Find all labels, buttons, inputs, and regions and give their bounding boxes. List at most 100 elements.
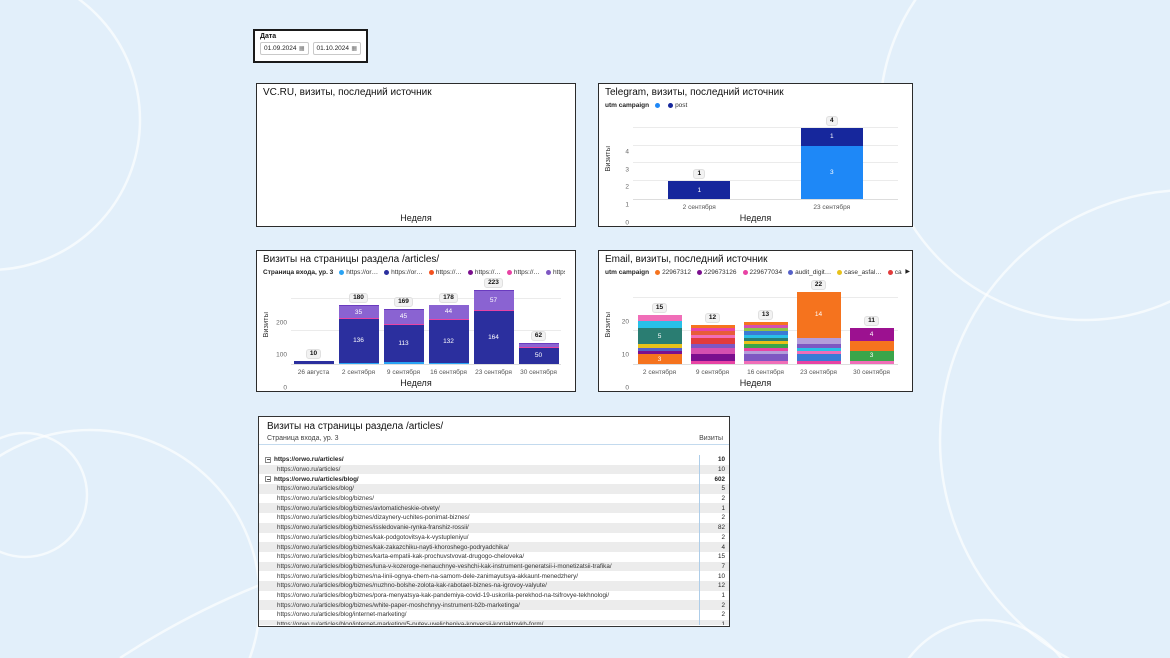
bar-segment[interactable]: 136 xyxy=(338,318,379,363)
bar-segment[interactable] xyxy=(383,324,424,326)
bar-segment[interactable]: 132 xyxy=(428,320,469,363)
bar-segment[interactable] xyxy=(428,319,469,321)
bar-segment[interactable] xyxy=(690,360,735,364)
legend-item[interactable]: audit_digit… xyxy=(788,269,831,276)
stacked-bar[interactable]: 45 113 xyxy=(383,308,424,364)
bar-segment[interactable] xyxy=(690,344,735,348)
bar-segment[interactable] xyxy=(743,360,788,364)
stacked-bar[interactable]: 57 164 xyxy=(473,290,514,364)
bar-segment[interactable] xyxy=(473,309,514,311)
stacked-bar[interactable] xyxy=(293,360,334,364)
bar-segment[interactable]: 4 xyxy=(849,327,894,342)
calendar-icon[interactable]: ▦ xyxy=(351,45,357,52)
bar-segment[interactable]: 3 xyxy=(849,350,894,361)
bar-segment[interactable]: 113 xyxy=(383,325,424,363)
stacked-bar[interactable]: 35 136 xyxy=(338,305,379,364)
table-row[interactable]: https://orwo.ru/articles/blog/internet-m… xyxy=(259,610,729,620)
table-row[interactable]: https://orwo.ru/articles/blog/biznes/whi… xyxy=(259,600,729,610)
bar-segment[interactable] xyxy=(383,362,424,364)
date-to-input[interactable]: 01.10.2024 ▦ xyxy=(312,42,361,55)
bar-segment[interactable] xyxy=(796,350,841,355)
bar-segment[interactable] xyxy=(518,343,559,345)
legend-item[interactable] xyxy=(655,102,662,108)
table-row[interactable]: https://orwo.ru/articles/blog/biznes/por… xyxy=(259,590,729,601)
bar-segment[interactable] xyxy=(743,321,788,325)
bar-segment[interactable] xyxy=(743,354,788,361)
legend-item[interactable]: https://or… xyxy=(384,269,423,276)
bar-segment[interactable] xyxy=(743,334,788,338)
legend-item[interactable]: 229677034 xyxy=(742,269,782,276)
bar-segment[interactable]: 3 xyxy=(800,145,863,199)
bar-segment[interactable] xyxy=(637,350,682,355)
table-row[interactable]: https://orwo.ru/articles/blog/602 xyxy=(259,474,729,485)
bar-segment[interactable] xyxy=(637,314,682,322)
legend-item[interactable]: 22967312 xyxy=(655,269,691,276)
legend-item[interactable]: case_asfal… xyxy=(837,269,882,276)
stacked-bar[interactable]: 1 xyxy=(668,181,731,199)
collapse-icon[interactable] xyxy=(265,456,271,463)
bar-segment[interactable] xyxy=(637,347,682,351)
legend-item[interactable]: 229673126 xyxy=(696,269,737,276)
table-row[interactable]: https://orwo.ru/articles/blog/biznes/na-… xyxy=(259,571,729,581)
bar-segment[interactable] xyxy=(796,360,841,364)
bar-segment[interactable] xyxy=(518,344,559,347)
bar-segment[interactable]: 57 xyxy=(473,291,514,310)
stacked-bar[interactable] xyxy=(690,324,735,364)
bar-segment[interactable]: 3 xyxy=(637,354,682,364)
legend-item[interactable]: post xyxy=(668,102,687,109)
bar-segment[interactable] xyxy=(690,354,735,361)
bar-segment[interactable] xyxy=(473,290,514,292)
date-from-input[interactable]: 01.09.2024 ▦ xyxy=(260,42,309,55)
bar-segment[interactable] xyxy=(690,347,735,355)
bar-segment[interactable] xyxy=(690,324,735,329)
bar-segment[interactable]: 14 xyxy=(796,291,841,338)
bar-segment[interactable] xyxy=(690,334,735,338)
bar-segment[interactable]: 45 xyxy=(383,309,424,325)
calendar-icon[interactable]: ▦ xyxy=(298,45,305,52)
table-row[interactable]: https://orwo.ru/articles/10 xyxy=(259,464,729,475)
legend-item[interactable]: https://… xyxy=(506,269,540,276)
bar-segment[interactable] xyxy=(690,331,735,335)
legend-item[interactable]: https://… xyxy=(545,269,565,276)
table-row[interactable]: https://orwo.ru/articles/10 xyxy=(259,455,729,465)
bar-segment[interactable] xyxy=(743,337,788,342)
table-row[interactable]: https://orwo.ru/articles/blog/biznes/avt… xyxy=(259,503,729,514)
bar-segment[interactable] xyxy=(796,347,841,351)
bar-segment[interactable]: 164 xyxy=(473,310,514,364)
table-row[interactable]: https://orwo.ru/articles/blog/biznes/2 xyxy=(259,493,729,504)
bar-segment[interactable]: 35 xyxy=(338,306,379,318)
bar-segment[interactable]: 50 xyxy=(518,347,559,364)
bar-segment[interactable] xyxy=(796,337,841,345)
bar-segment[interactable] xyxy=(743,331,788,335)
bar-segment[interactable] xyxy=(690,337,735,345)
bar-segment[interactable]: 44 xyxy=(428,304,469,320)
table-row[interactable]: https://orwo.ru/articles/blog/5 xyxy=(259,484,729,494)
bar-segment[interactable] xyxy=(796,344,841,348)
bar-segment[interactable] xyxy=(293,360,334,364)
table-row[interactable]: https://orwo.ru/articles/blog/biznes/kak… xyxy=(259,542,729,552)
bar-segment[interactable] xyxy=(338,317,379,319)
table-row[interactable]: https://orwo.ru/articles/blog/biznes/kak… xyxy=(259,532,729,543)
table-row[interactable]: https://orwo.ru/articles/blog/biznes/lun… xyxy=(259,561,729,572)
legend-item[interactable]: https://… xyxy=(428,269,462,276)
bar-segment[interactable] xyxy=(383,308,424,310)
bar-segment[interactable]: 5 xyxy=(637,327,682,345)
bar-segment[interactable] xyxy=(796,354,841,361)
bar-segment[interactable] xyxy=(849,341,894,351)
bar-segment[interactable] xyxy=(743,344,788,348)
bar-segment[interactable] xyxy=(743,328,788,332)
bar-segment[interactable] xyxy=(428,363,469,364)
bar-segment[interactable] xyxy=(518,346,559,348)
bar-segment[interactable]: 1 xyxy=(800,127,863,146)
legend-item[interactable]: https://… xyxy=(467,269,501,276)
bar-segment[interactable]: 1 xyxy=(668,181,731,199)
stacked-bar[interactable]: 44 132 xyxy=(428,304,469,364)
legend-item[interactable]: https://or… xyxy=(339,269,378,276)
bar-segment[interactable] xyxy=(338,305,379,307)
stacked-bar[interactable]: 50 xyxy=(518,343,559,364)
bar-segment[interactable] xyxy=(637,321,682,328)
collapse-icon[interactable] xyxy=(265,476,271,483)
